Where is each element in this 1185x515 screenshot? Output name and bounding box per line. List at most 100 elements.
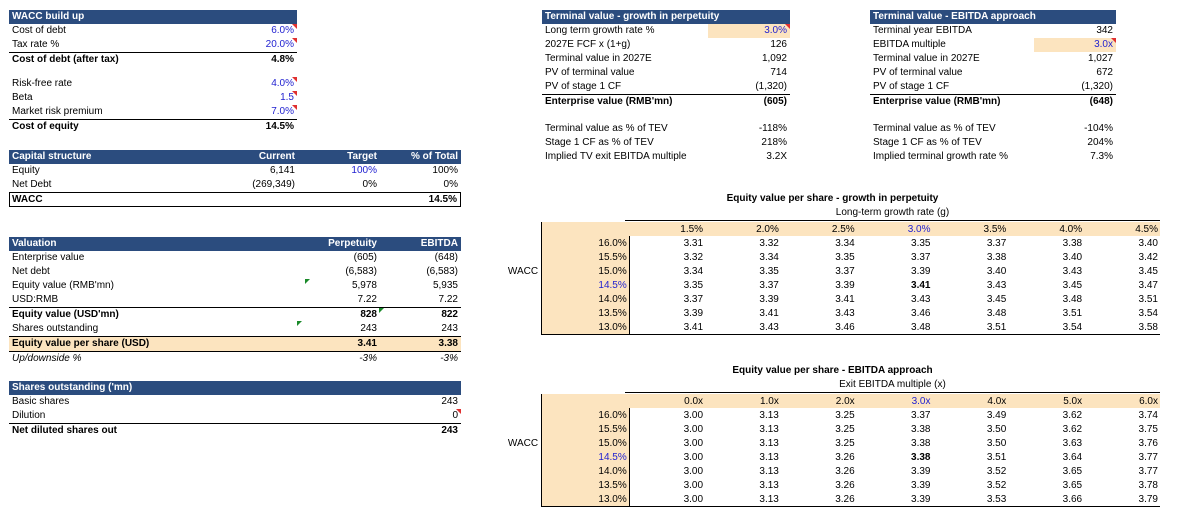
comment-marker-icon[interactable] [292, 91, 297, 96]
sensitivity-cell: 3.26 [835, 465, 855, 477]
tv-ebitda-header: Terminal value - EBITDA approach [870, 10, 1116, 24]
wacc-row-mrp[interactable]: Market risk premium 7.0% [9, 105, 297, 120]
col-header: 2.5% [780, 222, 857, 236]
wacc-row-header: 14.5% [541, 450, 630, 464]
tv-growth-row-ltg[interactable]: Long term growth rate % 3.0% [542, 24, 790, 38]
shares-row-dilution[interactable]: Dilution 0 [9, 409, 461, 424]
cost-of-debt-input[interactable]: 6.0% [271, 25, 294, 36]
formula-warning-icon[interactable] [379, 308, 384, 313]
sensitivity-cell: 3.48 [1062, 293, 1083, 305]
wacc-row-tax-rate[interactable]: Tax rate % 20.0% [9, 38, 297, 53]
col-header: 3.0% [856, 222, 933, 236]
comment-marker-icon[interactable] [456, 409, 461, 414]
net-diluted-value: 243 [441, 425, 458, 436]
sensitivity-cell: 3.40 [1062, 251, 1083, 263]
valuation-row-per-share: Equity value per share (USD) 3.41 3.38 [9, 337, 461, 352]
sensitivity-cell: 3.31 [683, 237, 704, 249]
beta-input[interactable]: 1.5 [280, 92, 294, 103]
tax-rate-input[interactable]: 20.0% [265, 39, 294, 50]
sensitivity-row: 14.5% 3.00 3.13 3.26 3.38 3.51 3.64 3.77 [541, 450, 1161, 464]
wacc-value: 14.5% [428, 194, 457, 205]
sensitivity-cell: 3.43 [1062, 265, 1083, 277]
sensitivity-row: 15.0% 3.34 3.35 3.37 3.39 3.40 3.43 3.45 [541, 264, 1161, 278]
sensitivity-cell: 3.79 [1138, 493, 1158, 505]
comment-marker-icon[interactable] [292, 77, 297, 82]
tv-growth-row: Terminal value in 2027E 1,092 [542, 52, 790, 66]
wacc-row-header: 14.0% [541, 292, 630, 306]
sensitivity-cell: 3.41 [911, 279, 931, 291]
sensitivity-cell: 3.46 [835, 321, 855, 333]
tv-growth-row: PV of terminal value 714 [542, 66, 790, 80]
sensitivity-cell: 3.64 [1062, 451, 1083, 463]
sensitivity-cell: 3.39 [835, 279, 855, 291]
sensitivity-cell: 3.48 [986, 307, 1007, 319]
sensitivity-title: Equity value per share - EBITDA approach [732, 365, 933, 376]
wacc-row-risk-free[interactable]: Risk-free rate 4.0% [9, 77, 297, 91]
dilution-input[interactable]: 0 [452, 410, 458, 421]
row-value: 1,092 [761, 53, 787, 64]
tv-growth-title: Terminal value - growth in perpetuity [545, 11, 720, 22]
comment-marker-icon[interactable] [785, 24, 790, 29]
wacc-row-header: 14.5% [541, 278, 630, 292]
ebitda-multiple-input[interactable]: 3.0x [1034, 38, 1116, 52]
tv-ebitda-row: Terminal value in 2027E 1,027 [870, 52, 1116, 66]
sensitivity-row: 13.5% 3.39 3.41 3.43 3.46 3.48 3.51 3.54 [541, 306, 1161, 320]
risk-free-rate-input[interactable]: 4.0% [271, 78, 294, 89]
sensitivity-cell: 3.37 [911, 409, 931, 421]
formula-warning-icon[interactable] [297, 321, 302, 326]
sensitivity-cell: 3.43 [986, 279, 1007, 291]
comment-marker-icon[interactable] [292, 105, 297, 110]
row-label: Stage 1 CF as % of TEV [873, 137, 982, 148]
row-label: EBITDA multiple [873, 39, 946, 50]
row-label: Risk-free rate [12, 78, 73, 89]
tv-ebitda-row: PV of stage 1 CF (1,320) [870, 80, 1116, 95]
tv-ebitda-row: PV of terminal value 672 [870, 66, 1116, 80]
perp-value: 243 [360, 323, 377, 334]
row-label: Terminal value in 2027E [873, 53, 980, 64]
long-term-growth-input[interactable]: 3.0% [708, 24, 790, 38]
wacc-axis-label: WACC [507, 266, 539, 277]
comment-marker-icon[interactable] [292, 38, 297, 43]
sensitivity-cell: 3.50 [986, 423, 1007, 435]
sensitivity-cell: 3.54 [1138, 307, 1158, 319]
comment-marker-icon[interactable] [1111, 38, 1116, 43]
equity-target-input[interactable]: 100% [351, 165, 377, 176]
tv-ebitda-row-multiple[interactable]: EBITDA multiple 3.0x [870, 38, 1116, 52]
col-header: 1.5% [629, 222, 706, 236]
wacc-row-header: 13.5% [541, 478, 630, 492]
col-total-header: % of Total [410, 151, 458, 162]
cost-of-debt-after-tax-value: 4.8% [271, 54, 294, 65]
wacc-row-beta[interactable]: Beta 1.5 [9, 91, 297, 105]
sensitivity-cell: 3.51 [1138, 293, 1158, 305]
sensitivity-cell: 3.00 [683, 423, 704, 435]
corner-cell [541, 394, 630, 408]
sensitivity-cell: 3.34 [683, 265, 704, 277]
sensitivity-cell: 3.50 [986, 437, 1007, 449]
col-ebitda-header: EBITDA [420, 238, 458, 249]
row-label: Shares outstanding [12, 323, 99, 334]
wacc-row-header: 13.0% [541, 320, 630, 335]
ebitda-value: 7.22 [438, 294, 458, 305]
row-label: Net diluted shares out [12, 425, 118, 436]
row-label: Terminal value as % of TEV [873, 123, 996, 134]
sensitivity-cell: 3.39 [911, 465, 931, 477]
wacc-row-header: 15.0% [541, 264, 630, 278]
row-label: Net Debt [12, 179, 52, 190]
shares-outstanding-section: Shares outstanding ('mn) Basic shares 24… [9, 381, 461, 438]
sensitivity-cell: 3.41 [683, 321, 704, 333]
sensitivity-cell: 3.39 [683, 307, 704, 319]
ebitda-value: -3% [440, 353, 458, 364]
valuation-title: Valuation [12, 238, 57, 249]
comment-marker-icon[interactable] [292, 24, 297, 29]
formula-warning-icon[interactable] [305, 279, 310, 284]
sensitivity-row: 15.5% 3.00 3.13 3.25 3.38 3.50 3.62 3.75 [541, 422, 1161, 436]
sensitivity-cell: 3.25 [835, 437, 855, 449]
ebitda-value: 822 [441, 309, 458, 320]
sensitivity-cell: 3.47 [1138, 279, 1158, 291]
row-value: (605) [763, 96, 787, 107]
col-header: 1.0x [705, 394, 781, 408]
tv-growth-section: Terminal value - growth in perpetuity Lo… [542, 10, 790, 164]
perp-value: -3% [359, 353, 377, 364]
wacc-row-cost-of-debt[interactable]: Cost of debt 6.0% [9, 24, 297, 38]
market-risk-premium-input[interactable]: 7.0% [271, 106, 294, 117]
